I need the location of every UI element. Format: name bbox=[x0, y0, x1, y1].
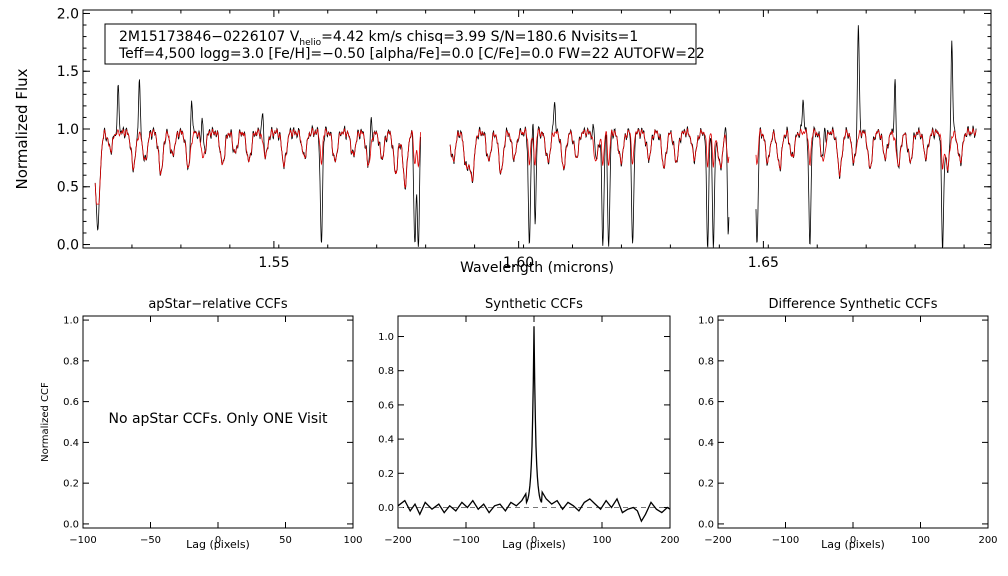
y-tick-label: 0.8 bbox=[698, 356, 714, 367]
model-spectrum-chip-2 bbox=[449, 127, 730, 183]
info-line-1-subscript: helio bbox=[299, 38, 321, 48]
x-tick-label: 1.60 bbox=[503, 255, 534, 271]
chart-title: Difference Synthetic CCFs bbox=[768, 297, 937, 312]
x-axis-label: Lag (pixels) bbox=[821, 538, 885, 551]
x-tick-label: 100 bbox=[592, 535, 611, 546]
y-tick-label: 1.0 bbox=[63, 316, 79, 327]
x-tick-label: 1.65 bbox=[748, 255, 779, 271]
x-tick-label: −100 bbox=[69, 535, 96, 546]
spectrum-panel: 1.55 1.60 1.65 0.0 0.5 1.0 1.5 2.0 Wavelength (m… bbox=[13, 6, 992, 276]
x-tick-label: 0 bbox=[531, 535, 537, 546]
observed-spectrum-chip-1 bbox=[94, 79, 421, 247]
x-tick-label: 0 bbox=[850, 535, 856, 546]
model-spectrum-chip-3 bbox=[755, 127, 977, 177]
y-tick-label: 0.2 bbox=[698, 479, 714, 490]
x-tick-label: 1.55 bbox=[258, 255, 289, 271]
x-tick-label: 100 bbox=[911, 535, 930, 546]
y-tick-label: 0.0 bbox=[378, 503, 394, 514]
x-axis-label: Lag (pixels) bbox=[502, 538, 566, 551]
y-axis-label: Normalized Flux bbox=[13, 68, 31, 189]
synthetic-ccf-panel: −200 −100 0 100 200 0.0 0.2 0.4 0.6 0.8 1.0 Synthet… bbox=[378, 297, 679, 551]
x-tick-label: −100 bbox=[452, 535, 479, 546]
y-tick-label: 0.6 bbox=[378, 400, 394, 411]
y-tick-label: 0.0 bbox=[63, 519, 79, 530]
x-tick-label: −50 bbox=[140, 535, 161, 546]
y-tick-label: 2.0 bbox=[57, 6, 79, 22]
chart-title: Synthetic CCFs bbox=[485, 297, 583, 312]
no-ccf-message: No apStar CCFs. Only ONE Visit bbox=[108, 411, 328, 427]
info-box-frame bbox=[104, 23, 697, 65]
y-tick-label: 0.6 bbox=[63, 397, 79, 408]
x-tick-label: 0 bbox=[215, 535, 221, 546]
y-tick-label: 0.5 bbox=[57, 180, 79, 196]
y-tick-label: 1.0 bbox=[378, 332, 394, 343]
y-tick-label: 0.6 bbox=[698, 397, 714, 408]
info-line-1: 2M15173846−0226107 Vhelio=4.42 km/s chis… bbox=[119, 29, 638, 48]
y-tick-label: 1.0 bbox=[698, 316, 714, 327]
x-tick-label: −200 bbox=[704, 535, 731, 546]
y-tick-label: 0.8 bbox=[63, 356, 79, 367]
x-tick-label: 200 bbox=[978, 535, 997, 546]
x-tick-label: −100 bbox=[772, 535, 799, 546]
info-line-2: Teff=4,500 logg=3.0 [Fe/H]=−0.50 [alpha/… bbox=[118, 46, 705, 62]
x-axis-label: Lag (pixels) bbox=[186, 538, 250, 551]
x-tick-label: 200 bbox=[660, 535, 679, 546]
y-tick-label: 0.4 bbox=[378, 435, 394, 446]
y-tick-label: 0.2 bbox=[63, 479, 79, 490]
y-tick-label: 0.8 bbox=[378, 366, 394, 377]
y-tick-label: 0.4 bbox=[698, 438, 714, 449]
y-tick-label: 0.0 bbox=[698, 519, 714, 530]
y-tick-label: 0.0 bbox=[57, 237, 79, 253]
y-tick-label: 1.0 bbox=[57, 122, 79, 138]
info-box: 2M15173846−0226107 Vhelio=4.42 km/s chis… bbox=[104, 23, 705, 65]
x-tick-label: −200 bbox=[384, 535, 411, 546]
y-tick-label: 0.2 bbox=[378, 469, 394, 480]
apstar-ccf-panel: −100 −50 0 50 100 0.0 0.2 0.4 0.6 0.8 1.0 apStar−re… bbox=[40, 297, 363, 551]
x-axis-label: Wavelength (microns) bbox=[460, 260, 614, 276]
observed-spectrum-chip-2 bbox=[449, 102, 730, 248]
difference-ccf-panel: −200 −100 0 100 200 0.0 0.2 0.4 0.6 0.8 1.0 Differe… bbox=[698, 297, 997, 551]
x-tick-label: 50 bbox=[279, 535, 292, 546]
y-tick-label: 1.5 bbox=[57, 64, 79, 80]
x-tick-label: 100 bbox=[343, 535, 362, 546]
plot-frame bbox=[717, 315, 989, 529]
info-line-1-part-a: 2M15173846−0226107 V bbox=[119, 29, 300, 45]
chart-title: apStar−relative CCFs bbox=[148, 297, 288, 312]
y-axis-label: Normalized CCF bbox=[40, 382, 51, 462]
info-line-1-part-b: =4.42 km/s chisq=3.99 S/N=180.6 Nvisits=… bbox=[321, 29, 638, 45]
y-tick-label: 0.4 bbox=[63, 438, 79, 449]
ccf-series-line bbox=[397, 326, 671, 523]
model-spectrum-chip-1 bbox=[94, 127, 421, 205]
